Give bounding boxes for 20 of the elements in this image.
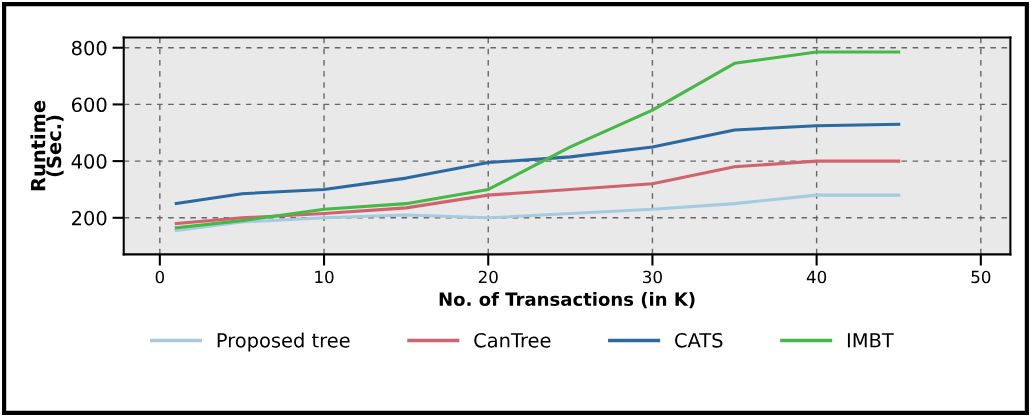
x-tick-label: 10 (315, 270, 334, 284)
x-tick-label: 40 (806, 270, 827, 284)
legend-label: CATS (675, 332, 723, 348)
x-tick-label: 20 (478, 270, 498, 284)
x-tick-label: 0 (155, 270, 165, 284)
legend-label: IMBT (847, 333, 894, 348)
y-tick-label: 800 (71, 40, 107, 56)
x-axis-title: No. of Transactions (in K) (439, 292, 695, 309)
x-tick-label: 30 (643, 270, 662, 284)
legend-label: CanTree (474, 332, 551, 348)
legend-label: Proposed tree (217, 332, 350, 352)
line-series (174, 50, 901, 230)
x-tick-label: 50 (971, 270, 991, 284)
y-tick-label: 600 (71, 97, 107, 113)
line-series (174, 159, 901, 225)
y-axis-title: Runtime (Sec.) (30, 100, 64, 191)
y-tick-label: 400 (71, 154, 107, 169)
line-series (174, 193, 901, 233)
y-tick-label: 200 (72, 210, 107, 226)
line-series (174, 122, 901, 206)
